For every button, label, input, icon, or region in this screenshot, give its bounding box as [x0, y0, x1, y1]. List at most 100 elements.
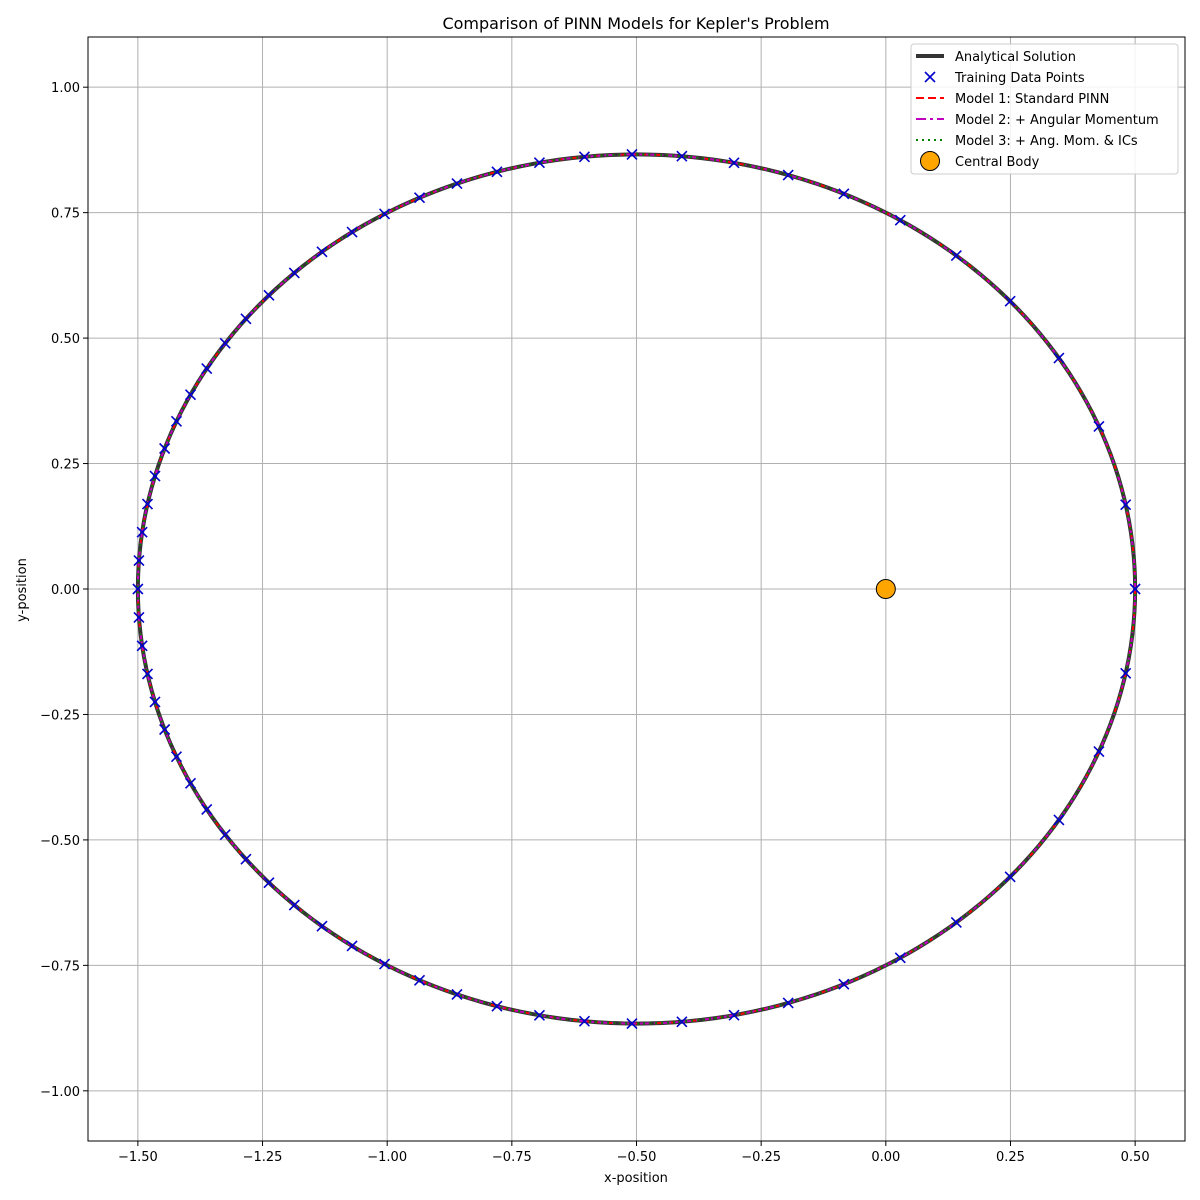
- x-tick-label: −0.75: [492, 1150, 532, 1165]
- y-tick-label: 0.00: [51, 583, 80, 598]
- y-tick-label: 0.75: [51, 207, 80, 222]
- training-point-stroke: [346, 226, 358, 238]
- training-point-stroke: [316, 920, 328, 932]
- training-point-stroke: [141, 668, 154, 680]
- legend-label: Model 2: + Angular Momentum: [955, 113, 1159, 128]
- training-data-point: [413, 974, 426, 986]
- training-data-point: [379, 958, 391, 970]
- training-point-stroke: [626, 148, 638, 161]
- training-data-point: [132, 583, 144, 595]
- training-point-stroke: [533, 157, 546, 169]
- central-body-marker: [875, 579, 896, 599]
- training-data-point: [1053, 814, 1065, 826]
- legend-label: Central Body: [955, 155, 1040, 170]
- training-data-point: [184, 389, 197, 401]
- training-point-stroke: [728, 1009, 740, 1021]
- training-point-stroke: [1004, 871, 1016, 883]
- training-data-point: [676, 1016, 688, 1028]
- training-data-point: [782, 997, 794, 1009]
- training-point-stroke: [1093, 745, 1105, 758]
- training-point-stroke: [136, 526, 148, 538]
- training-data-point: [533, 1009, 546, 1021]
- x-tick-label: −1.25: [243, 1150, 283, 1165]
- x-tick-label: 0.50: [1121, 1150, 1150, 1165]
- x-tick-label: −1.50: [118, 1150, 158, 1165]
- legend-item-central-body: Central Body: [920, 151, 1040, 171]
- training-point-stroke: [533, 1009, 546, 1021]
- training-data-point: [838, 978, 850, 990]
- training-point-stroke: [201, 363, 213, 375]
- x-tick-label: 0.00: [871, 1150, 900, 1165]
- training-point-stroke: [676, 150, 688, 162]
- training-point-stroke: [1120, 499, 1132, 511]
- training-data-point: [201, 803, 213, 815]
- training-point-stroke: [219, 829, 231, 841]
- y-ticks: −1.00 −0.75 −0.50 −0.25 0.00 0.25 0.50 0.75 1.00: [40, 81, 88, 1100]
- training-point-stroke: [219, 337, 231, 349]
- training-point-stroke: [676, 1016, 688, 1028]
- training-point-stroke: [838, 978, 850, 990]
- x-tick-label: 0.25: [996, 1150, 1025, 1165]
- training-data-point: [1004, 871, 1016, 883]
- training-data-point: [159, 442, 171, 455]
- training-point-stroke: [149, 470, 161, 482]
- training-data-point: [950, 916, 962, 928]
- training-data-point: [263, 289, 275, 301]
- training-data-point: [219, 829, 231, 841]
- training-point-stroke: [1120, 667, 1132, 679]
- training-point-stroke: [950, 250, 962, 262]
- training-point-stroke: [288, 899, 300, 911]
- training-data-point: [136, 526, 148, 538]
- training-point-stroke: [782, 997, 794, 1009]
- training-data-point: [170, 415, 183, 427]
- training-data-point: [491, 166, 503, 178]
- training-data-point: [133, 611, 145, 623]
- legend-swatch-x: [924, 71, 936, 83]
- training-data-point: [728, 157, 740, 169]
- training-data-point: [288, 899, 300, 911]
- training-data-point: [141, 668, 154, 680]
- training-data-point: [141, 498, 154, 510]
- training-point-stroke: [170, 751, 183, 763]
- training-point-stroke: [1053, 352, 1065, 364]
- y-tick-label: 0.25: [51, 458, 80, 473]
- training-data-point: [491, 1000, 503, 1012]
- training-data-point: [1053, 352, 1065, 364]
- legend-item-model-1-standard-pinn: Model 1: Standard PINN: [916, 92, 1109, 107]
- training-point-stroke: [184, 389, 197, 401]
- training-point-stroke: [263, 289, 275, 301]
- training-point-stroke: [170, 415, 183, 427]
- training-data-point: [170, 751, 183, 763]
- training-data-point: [413, 192, 426, 204]
- training-data-point: [379, 208, 391, 220]
- legend: Analytical Solution Training Data Points M…: [910, 43, 1179, 175]
- training-data-point: [838, 188, 850, 200]
- training-data-point: [219, 337, 231, 349]
- chart-title: Comparison of PINN Models for Kepler's P…: [442, 14, 829, 33]
- training-point-stroke: [894, 952, 906, 964]
- training-point-stroke: [379, 958, 391, 970]
- training-point-stroke: [782, 169, 794, 181]
- training-data-point: [133, 555, 145, 567]
- training-point-stroke: [838, 188, 850, 200]
- legend-box: [910, 43, 1179, 175]
- training-point-stroke: [201, 803, 213, 815]
- training-data-point: [240, 853, 252, 865]
- training-point-stroke: [141, 498, 154, 510]
- training-data-point: [451, 178, 463, 190]
- legend-item-training-data-points: Training Data Points: [924, 71, 1085, 86]
- training-point-stroke: [413, 192, 426, 204]
- y-tick-label: −0.50: [40, 834, 80, 849]
- training-point-stroke: [346, 940, 358, 952]
- training-point-stroke: [491, 166, 503, 178]
- training-point-stroke: [288, 267, 300, 279]
- x-tick-label: −1.00: [367, 1150, 407, 1165]
- training-point-stroke: [1053, 814, 1065, 826]
- y-axis-label: y-position: [15, 558, 30, 622]
- legend-label: Analytical Solution: [955, 50, 1076, 65]
- y-tick-label: 1.00: [51, 81, 80, 96]
- legend-item-model-3-ang-mom-ics: Model 3: + Ang. Mom. & ICs: [916, 134, 1138, 149]
- training-point-stroke: [1129, 583, 1141, 595]
- training-data-point: [149, 470, 161, 482]
- legend-label: Model 1: Standard PINN: [955, 92, 1109, 107]
